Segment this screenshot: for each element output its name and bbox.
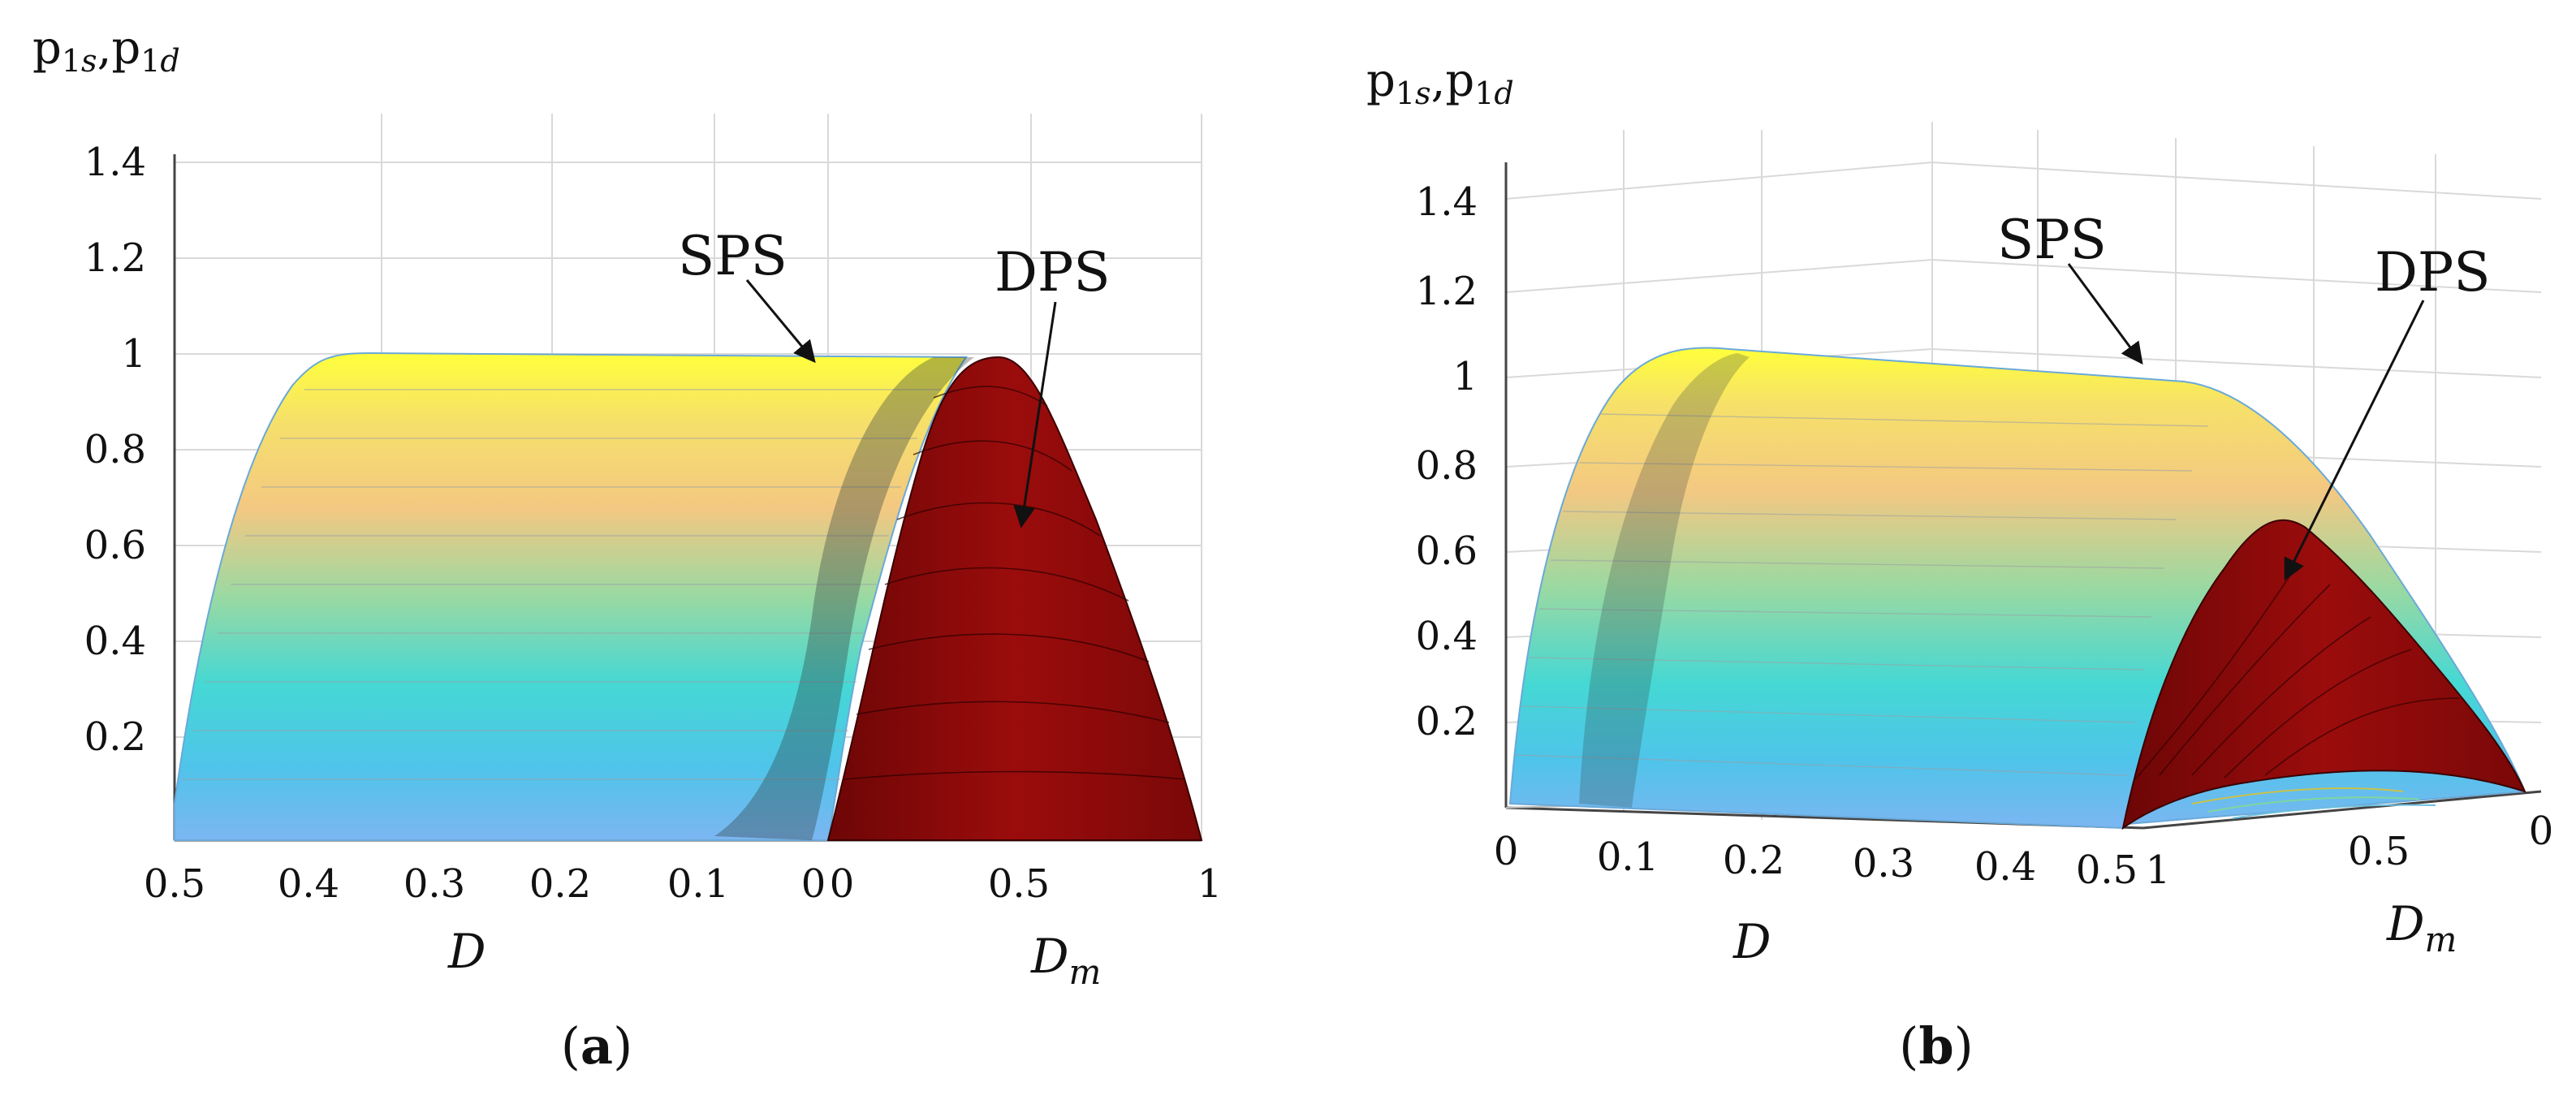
panel-a-dm-axis-title: Dm	[1030, 929, 1101, 992]
panel-b-d-tick: 0.1	[1597, 835, 1659, 880]
panel-b-z-tick: 0.4	[1416, 614, 1478, 659]
panel-a-z-axis-title: p1s,p1d	[32, 22, 180, 79]
panel-b-dm-axis-title: Dm	[2386, 896, 2457, 960]
panel-a-sps-contours	[182, 389, 942, 780]
panel-b-floor-dm-axis	[2142, 790, 2542, 830]
panel-a-d-tick: 0.3	[403, 861, 465, 907]
panel-a-z-tick: 0.2	[84, 714, 146, 760]
panel-a-annotation-sps: SPS	[678, 225, 787, 287]
panel-b-d-ticks: 0 0.1 0.2 0.3 0.4 0.5	[1494, 829, 2138, 893]
panel-a-d-tick: 0.1	[667, 861, 729, 907]
panel-b-dps-contours	[2134, 576, 2461, 780]
panel-b-annotation-sps: SPS	[1997, 209, 2107, 271]
panel-a-dm-ticks: 0 0.5 1	[830, 861, 1223, 907]
panel-b-dm-ticks: 1 0.5 0	[2146, 809, 2554, 893]
panel-b-z-tick: 0.6	[1416, 528, 1478, 574]
panel-a-d-tick: 0	[801, 861, 826, 907]
panel-a-d-tick: 0.5	[144, 861, 205, 907]
panel-b-z-axis-title: p1s,p1d	[1366, 54, 1514, 111]
panel-a-dm-tick: 1	[1197, 861, 1223, 907]
panel-a-dps-surface	[826, 356, 1203, 841]
panel-b-label: (b)	[1899, 1016, 1974, 1076]
panel-b-sps-contours	[1514, 413, 2209, 776]
panel-a-z-tick: 0.6	[84, 523, 146, 568]
panel-a-z-tick: 0.8	[84, 427, 146, 472]
panel-b-arrow-sps	[2067, 263, 2143, 365]
panel-b-z-ticks: 1.4 1.2 1 0.8 0.6 0.4 0.2	[1416, 179, 1478, 744]
panel-b-arrow-dps	[2284, 300, 2425, 581]
panel-a-dm-tick: 0.5	[988, 861, 1050, 907]
panel-b-z-tick: 0.8	[1416, 443, 1478, 489]
panel-b-z-tick: 1	[1452, 354, 1478, 399]
panel-a-dps-contours	[844, 386, 1186, 780]
panel-b-dps-surface	[2121, 519, 2526, 830]
panel-a-z-ticks: 1.4 1.2 1 0.8 0.6 0.4 0.2	[84, 140, 146, 760]
panel-a-label: (a)	[561, 1016, 633, 1076]
panel-b-sps-edge-shade	[1579, 353, 1750, 808]
panel-b-d-tick: 0	[1494, 829, 1519, 874]
panel-a-sps-edge-shade	[714, 357, 974, 840]
panel-b-d-tick: 0.3	[1853, 841, 1914, 886]
panel-a-d-axis-title: D	[447, 924, 486, 979]
panel-b-d-axis-title: D	[1732, 914, 1771, 969]
panel-a-d-tick: 0.4	[278, 861, 339, 907]
panel-a-z-tick: 0.4	[84, 619, 146, 664]
panel-b-floor-contours	[2191, 787, 2436, 819]
panel-a-d-tick: 0.2	[529, 861, 591, 907]
panel-a-dm-tick: 0	[830, 861, 855, 907]
panel-b-d-tick: 0.4	[1974, 844, 2036, 890]
panel-b-annotation-dps: DPS	[2375, 241, 2491, 304]
panel-b-dm-tick: 0.5	[2348, 829, 2410, 874]
panel-b-d-tick: 0.5	[2076, 847, 2138, 893]
panel-b: SPS DPS p1s,p1d 1.4 1.2 1 0.8 0.6 0.4 0.…	[1366, 54, 2553, 1076]
panel-a: SPS DPS p1s,p1d 1.4 1.2 1 0.8 0.6 0.4 0.…	[32, 22, 1222, 1076]
panel-b-z-tick: 0.2	[1416, 699, 1478, 744]
panel-a-annotation-dps: DPS	[995, 241, 1111, 304]
panel-a-d-ticks: 0.5 0.4 0.3 0.2 0.1 0	[144, 861, 826, 907]
panel-b-z-tick: 1.2	[1416, 269, 1478, 314]
panel-b-z-tick: 1.4	[1416, 179, 1478, 225]
panel-a-arrow-sps	[745, 279, 816, 364]
panel-a-z-tick: 1.2	[84, 235, 146, 281]
panel-a-z-tick: 1	[121, 331, 146, 377]
panel-b-d-tick: 0.2	[1723, 838, 1784, 883]
panel-b-dm-tick: 1	[2146, 847, 2171, 893]
panel-a-z-tick: 1.4	[84, 140, 146, 185]
panel-a-arrow-dps	[1013, 301, 1057, 528]
panel-b-dm-tick: 0	[2529, 809, 2554, 854]
panel-a-sps-surface	[174, 351, 968, 841]
